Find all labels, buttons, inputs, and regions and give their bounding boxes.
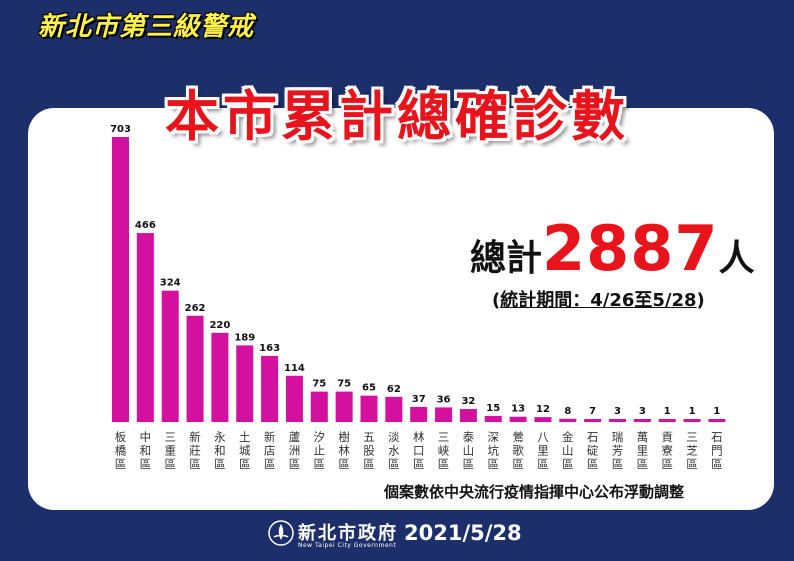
data-label-板橋區: 703 [110,124,131,135]
bar-土城區 [236,345,254,422]
total-label: 總計 [470,238,543,279]
data-label-石碇區: 7 [589,406,596,417]
tick-label-三峽區: 三峽區 [438,430,450,471]
bar-石門區 [708,419,726,422]
period-text: 統計期間：4/26至5/28 [500,290,697,311]
total-unit: 人 [718,238,755,279]
data-label-石門區: 1 [713,406,720,417]
tick-label-三重區: 三重區 [164,430,176,471]
tick-label-樹林區: 樹林區 [338,430,350,471]
period-close-paren: ) [696,290,705,311]
bar-淡水區 [385,396,403,422]
tick-label-金山區: 金山區 [562,430,574,471]
tick-label-瑞芳區: 瑞芳區 [612,430,624,471]
data-label-土城區: 189 [234,332,255,343]
bar-萬里區 [633,419,651,422]
total-summary: 總計2887人 [470,212,755,285]
agency-name-english: New Taipei City Government [298,542,397,549]
bar-深坑區 [484,415,502,422]
tick-label-鶯歌區: 鶯歌區 [512,430,524,471]
bar-八里區 [534,417,552,422]
report-date: 2021/5/28 [404,521,522,545]
tick-label-石碇區: 石碇區 [587,430,599,471]
tick-label-淡水區: 淡水區 [388,430,400,471]
data-label-蘆洲區: 114 [284,363,305,374]
bar-鶯歌區 [509,416,527,422]
bar-板橋區 [112,137,129,422]
tick-label-三芝區: 三芝區 [686,430,698,471]
city-logo-icon [268,520,294,546]
tick-label-貢寮區: 貢寮區 [661,430,673,471]
bar-樹林區 [335,391,353,422]
campaign-title: 新北市第三級警戒 [38,12,255,42]
period-open-paren: ( [492,290,501,311]
tick-label-萬里區: 萬里區 [637,430,649,471]
data-label-深坑區: 15 [486,403,500,414]
data-note: 個案數依中央流行疫情指揮中心公布浮動調整 [384,483,685,501]
tick-label-泰山區: 泰山區 [463,430,475,471]
data-label-永和區: 220 [209,320,230,331]
data-label-瑞芳區: 3 [614,406,621,417]
data-label-鶯歌區: 13 [511,404,525,415]
bar-泰山區 [459,409,477,422]
tick-label-永和區: 永和區 [214,430,226,471]
bar-貢寮區 [658,419,676,422]
bar-蘆洲區 [285,375,303,422]
total-value: 2887 [542,212,719,285]
tick-label-五股區: 五股區 [363,430,375,471]
bar-中和區 [136,233,154,422]
data-label-三峽區: 36 [437,394,451,405]
tick-label-林口區: 林口區 [413,430,425,471]
bar-汐止區 [310,391,328,422]
tick-label-石門區: 石門區 [711,430,723,471]
bar-林口區 [410,407,428,422]
data-label-汐止區: 75 [312,379,326,390]
data-label-三重區: 324 [160,278,181,289]
bar-新莊區 [186,315,204,422]
tick-label-板橋區: 板橋區 [115,430,127,471]
bar-五股區 [360,395,378,422]
tick-label-中和區: 中和區 [140,430,152,471]
data-label-萬里區: 3 [639,406,646,417]
data-label-五股區: 65 [362,383,376,394]
statistics-period: (統計期間：4/26至5/28) [492,286,705,312]
tick-label-汐止區: 汐止區 [314,430,326,471]
tick-label-深坑區: 深坑區 [488,430,500,471]
data-label-泰山區: 32 [461,396,475,407]
bar-新店區 [261,355,279,422]
data-label-貢寮區: 1 [664,406,671,417]
bar-石碇區 [584,419,602,422]
tick-label-新店區: 新店區 [264,430,276,471]
data-label-八里區: 12 [536,404,550,415]
data-label-新莊區: 262 [185,303,206,314]
agency-name: 新北市政府 [298,523,398,544]
bar-永和區 [211,332,229,422]
bar-三重區 [161,290,179,422]
data-label-三芝區: 1 [689,406,696,417]
data-label-新店區: 163 [259,343,280,354]
data-label-林口區: 37 [412,394,426,405]
bar-瑞芳區 [609,419,626,422]
data-label-金山區: 8 [564,406,571,417]
bar-三芝區 [683,419,701,422]
data-label-淡水區: 62 [387,384,401,395]
tick-label-八里區: 八里區 [537,430,549,471]
tick-label-土城區: 土城區 [239,430,251,471]
data-label-中和區: 466 [135,220,156,231]
tick-label-蘆洲區: 蘆洲區 [289,430,301,471]
bar-金山區 [559,418,577,422]
bar-三峽區 [435,407,453,422]
chart-title: 本市累計總確診數 [165,85,629,148]
tick-label-新莊區: 新莊區 [189,430,201,471]
data-label-樹林區: 75 [337,379,351,390]
